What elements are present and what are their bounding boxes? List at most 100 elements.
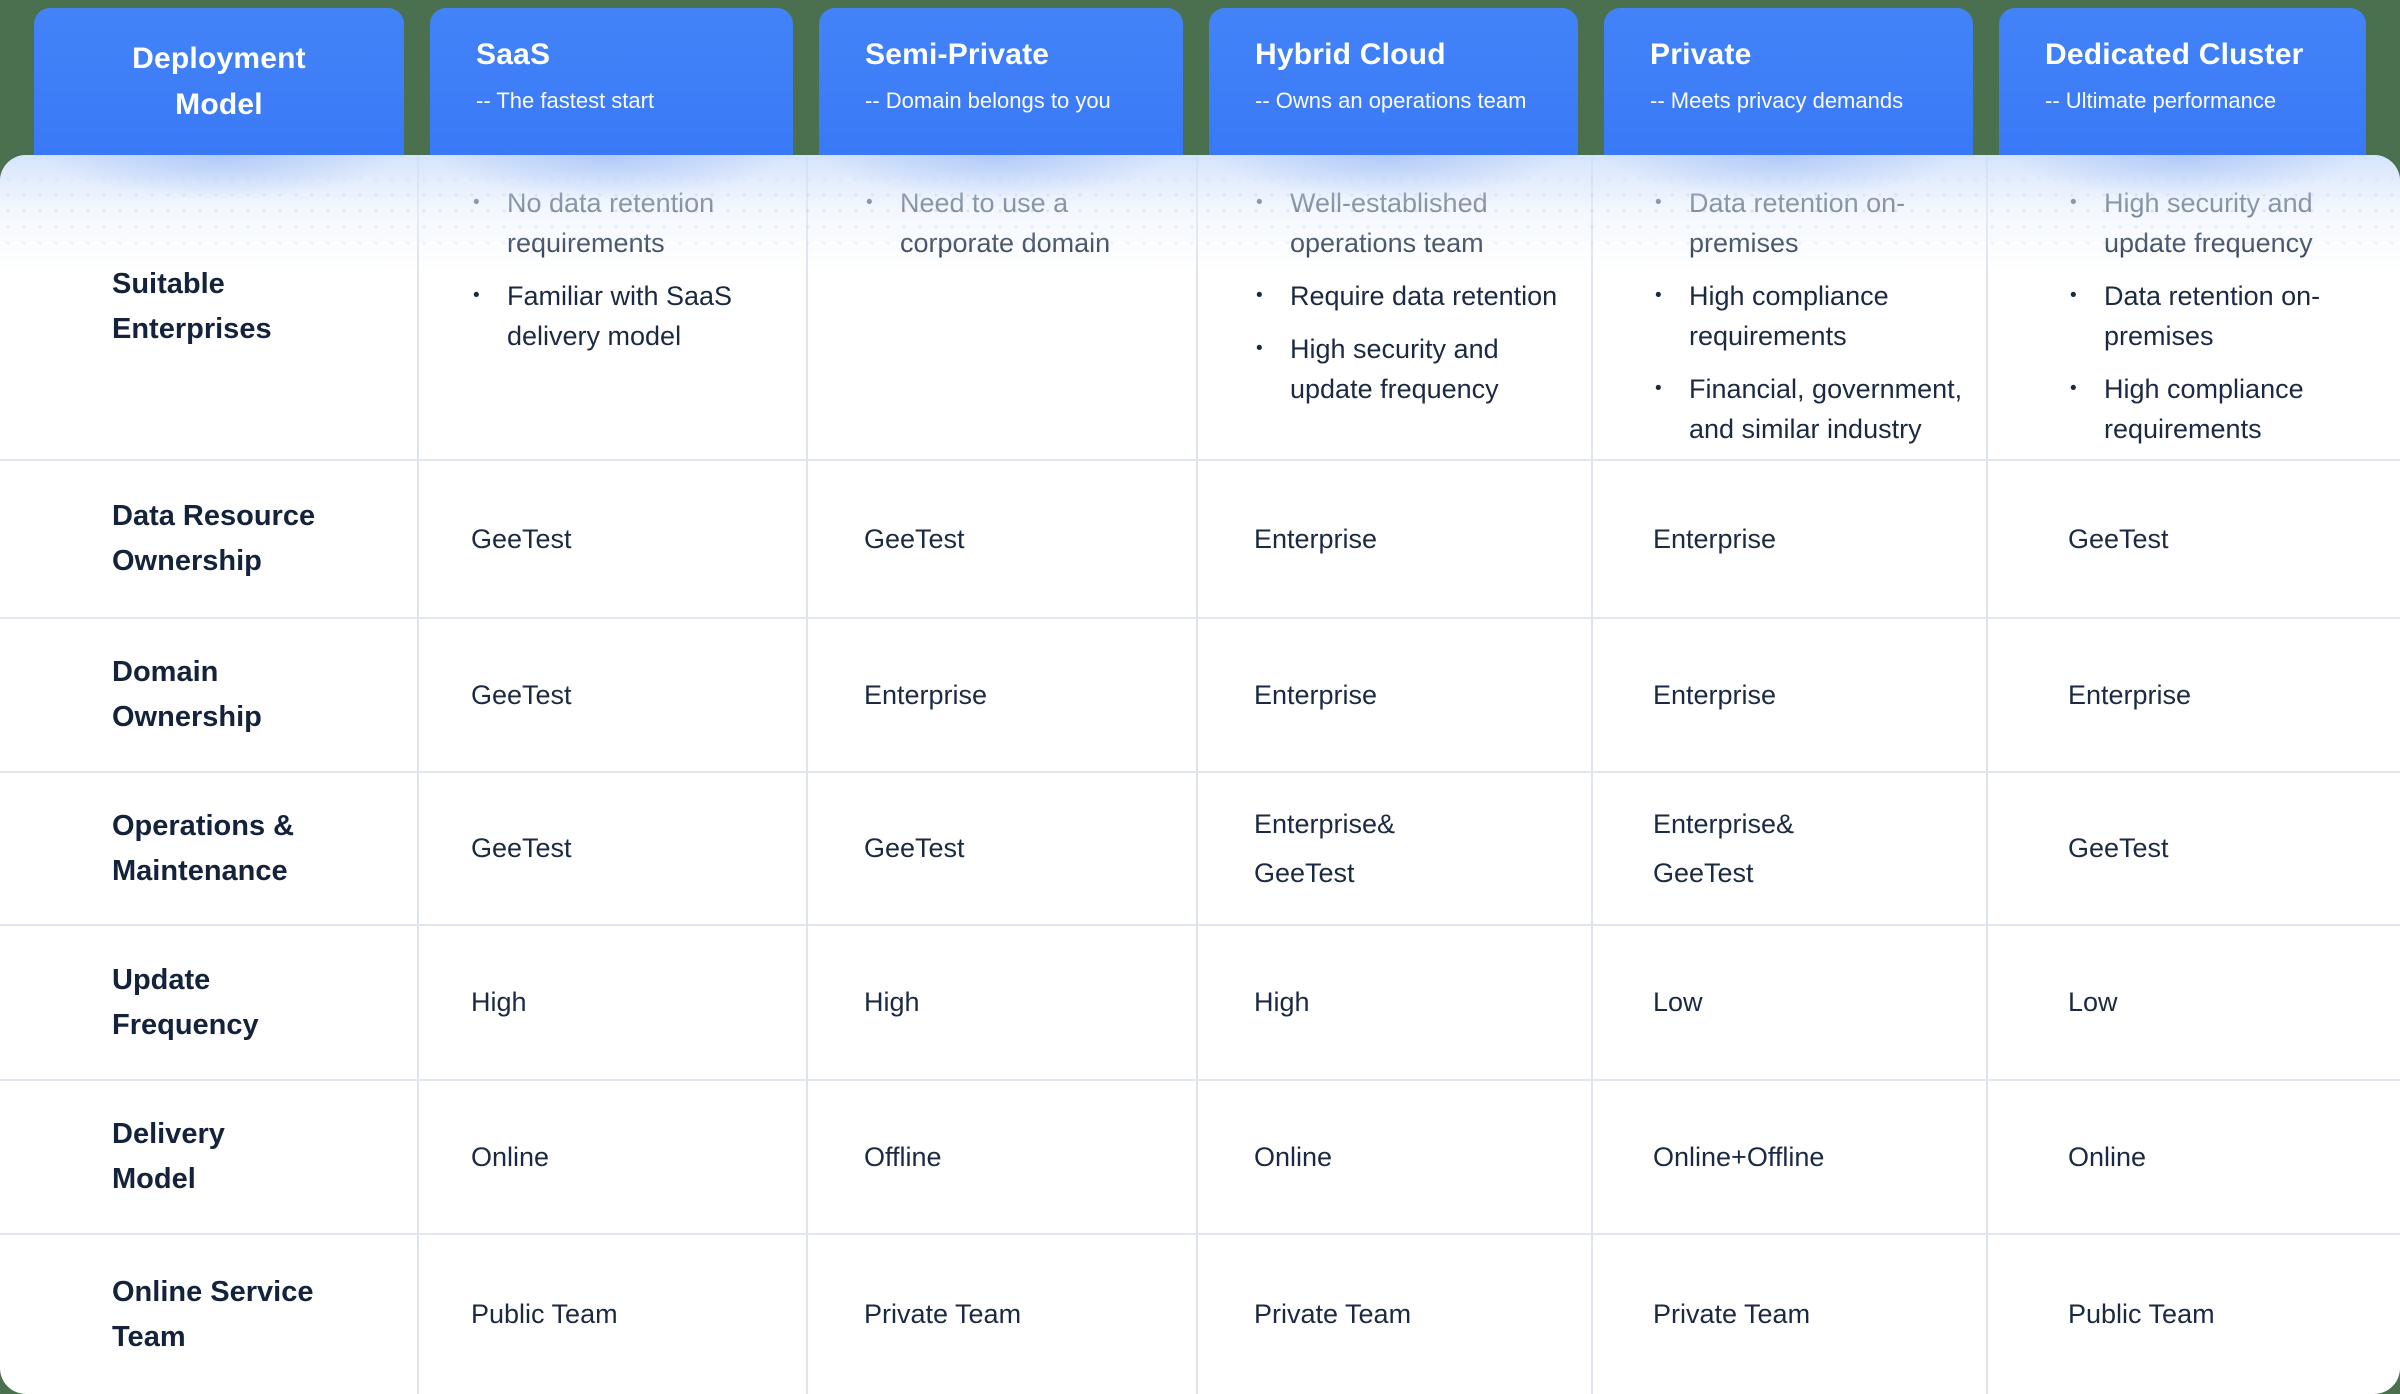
- cell-value-line: Enterprise: [1254, 523, 1378, 554]
- table-card: Suitable Enterprises • No data retention re…: [0, 155, 2400, 1394]
- row-label-line: Ownership: [112, 701, 262, 733]
- cell-data-resource-ownership-semi-private: GeeTest: [806, 459, 1196, 617]
- bullet-dot: •: [2070, 192, 2077, 213]
- header-subtitle: -- Owns an operations team: [1255, 88, 1527, 113]
- bullet-dot: •: [2070, 285, 2077, 306]
- bullet-item: • No data retention requirements: [471, 183, 806, 263]
- bullet-text: Familiar with SaaS delivery model: [507, 281, 733, 351]
- bullet-text: Need to use a corporate domain: [900, 188, 1111, 258]
- bullet-dot: •: [473, 192, 480, 213]
- cell-value-line: GeeTest: [1254, 857, 1355, 888]
- row-label-line: Update: [112, 963, 211, 996]
- cell-value-line: Low: [1653, 987, 1703, 1017]
- header-title: Dedicated Cluster: [2045, 38, 2304, 71]
- cell-value-line: High: [471, 987, 527, 1017]
- bullet-text: Data retention on-premises: [2104, 281, 2321, 351]
- bullet-text: Well-established operations team: [1290, 188, 1488, 258]
- cell-value-line: Enterprise&: [1254, 808, 1396, 839]
- bullet-item: • High compliance requirements: [1653, 276, 1986, 356]
- header-box-deployment-model: Deployment Model: [34, 8, 404, 155]
- cell-domain-ownership-hybrid-cloud: Enterprise: [1196, 617, 1591, 771]
- cell-delivery-model-private: Online+Offline: [1591, 1079, 1986, 1233]
- cell-online-service-team-semi-private: Private Team: [806, 1233, 1196, 1394]
- bullet-item: • Well-established operations team: [1254, 183, 1591, 263]
- cell-delivery-model-hybrid-cloud: Online: [1196, 1079, 1591, 1233]
- cell-value-line: Enterprise: [1653, 523, 1777, 554]
- cell-suitable-enterprises-private: • Data retention on-premises • High complia…: [1591, 155, 1986, 459]
- bullet-item: • Need to use a corporate domain: [864, 183, 1196, 263]
- cell-data-resource-ownership-dedicated-cluster: GeeTest: [1986, 459, 2400, 617]
- cell-online-service-team-hybrid-cloud: Private Team: [1196, 1233, 1591, 1394]
- row-label-line: Suitable: [112, 268, 225, 300]
- cell-value-line: Low: [2068, 987, 2118, 1017]
- bullet-item: • Data retention on-premises: [1653, 183, 1986, 263]
- cell-value-line: Private Team: [864, 1299, 1022, 1329]
- cell-value-line: Online+Offline: [1653, 1141, 1825, 1172]
- row-label-domain-ownership: Domain Ownership: [0, 617, 417, 771]
- cell-online-service-team-dedicated-cluster: Public Team: [1986, 1233, 2400, 1394]
- header-title: Private: [1650, 38, 1752, 71]
- cell-domain-ownership-saas: GeeTest: [417, 617, 806, 771]
- bullet-item: • Familiar with SaaS delivery model: [471, 276, 806, 356]
- bullet-dot: •: [1256, 192, 1263, 213]
- row-label-online-service-team: Online Service Team: [0, 1233, 417, 1394]
- cell-data-resource-ownership-hybrid-cloud: Enterprise: [1196, 459, 1591, 617]
- cell-value-line: Enterprise: [864, 679, 988, 710]
- header-subtitle: -- Domain belongs to you: [865, 88, 1111, 113]
- cell-value-line: Public Team: [471, 1299, 618, 1329]
- cell-domain-ownership-dedicated-cluster: Enterprise: [1986, 617, 2400, 771]
- header-box-saas: SaaS -- The fastest start: [430, 8, 793, 155]
- cell-value-line: High: [1254, 987, 1310, 1017]
- row-label-delivery-model: Delivery Model: [0, 1079, 417, 1233]
- header-subtitle: -- Ultimate performance: [2045, 88, 2277, 113]
- header-title: SaaS: [476, 38, 551, 71]
- cell-value-line: GeeTest: [2068, 833, 2169, 863]
- cell-online-service-team-private: Private Team: [1591, 1233, 1986, 1394]
- row-label-line: Maintenance: [112, 854, 288, 887]
- cell-value-line: GeeTest: [471, 523, 572, 554]
- header-box-dedicated-cluster: Dedicated Cluster -- Ultimate performance: [1999, 8, 2366, 155]
- row-label-data-resource-ownership: Data Resource Ownership: [0, 459, 417, 617]
- cell-update-frequency-saas: High: [417, 924, 806, 1079]
- bullet-text: High compliance requirements: [1689, 281, 1889, 351]
- cell-domain-ownership-semi-private: Enterprise: [806, 617, 1196, 771]
- cell-data-resource-ownership-private: Enterprise: [1591, 459, 1986, 617]
- row-label-line: Domain: [112, 656, 219, 688]
- cell-delivery-model-semi-private: Offline: [806, 1079, 1196, 1233]
- cell-value-line: Enterprise: [2068, 679, 2192, 710]
- row-label-line: Frequency: [112, 1008, 259, 1041]
- cell-value-line: High: [864, 987, 920, 1017]
- row-label-line: Team: [112, 1320, 186, 1353]
- header-subtitle: -- The fastest start: [476, 88, 655, 113]
- bullet-item: • High security and update frequency: [1254, 329, 1591, 409]
- cell-suitable-enterprises-saas: • No data retention requirements • Familiar…: [417, 155, 806, 459]
- cell-value-line: GeeTest: [471, 833, 572, 863]
- cell-suitable-enterprises-semi-private: • Need to use a corporate domain: [806, 155, 1196, 459]
- row-label-line: Model: [112, 1163, 196, 1195]
- row-label-line: Delivery: [112, 1118, 225, 1150]
- header-title-line: Model: [175, 87, 263, 121]
- header-title-line: Deployment: [132, 41, 306, 75]
- cell-value-line: Online: [1254, 1141, 1333, 1172]
- cell-value-line: GeeTest: [864, 833, 965, 863]
- row-label-update-frequency: Update Frequency: [0, 924, 417, 1079]
- cell-value-line: Enterprise: [1254, 679, 1378, 710]
- bullet-item: • Financial, government, and similar indu…: [1653, 369, 1986, 449]
- bullet-text: High security and update frequency: [1290, 334, 1499, 404]
- bullet-dot: •: [1655, 378, 1662, 399]
- cell-delivery-model-dedicated-cluster: Online: [1986, 1079, 2400, 1233]
- header-box-hybrid-cloud: Hybrid Cloud -- Owns an operations team: [1209, 8, 1578, 155]
- bullet-text: No data retention requirements: [507, 188, 715, 258]
- bullet-dot: •: [1655, 192, 1662, 213]
- header-title: Semi-Private: [865, 38, 1050, 71]
- cell-value-line: Offline: [864, 1141, 942, 1172]
- bullet-dot: •: [473, 285, 480, 306]
- cell-update-frequency-dedicated-cluster: Low: [1986, 924, 2400, 1079]
- header-subtitle: -- Meets privacy demands: [1650, 88, 1904, 113]
- cell-value-line: GeeTest: [1653, 857, 1754, 888]
- bullet-text: Data retention on-premises: [1689, 188, 1906, 258]
- cell-update-frequency-semi-private: High: [806, 924, 1196, 1079]
- bullet-dot: •: [1655, 285, 1662, 306]
- table-body: Suitable Enterprises • No data retention re…: [0, 155, 2400, 1394]
